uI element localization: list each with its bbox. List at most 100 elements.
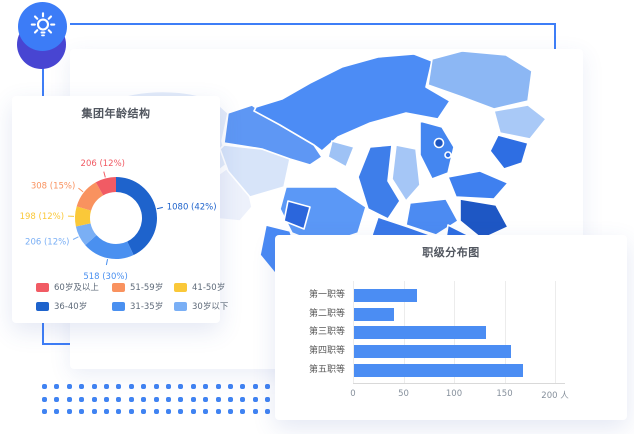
bar[interactable] [353,326,486,339]
decor-dot [252,409,258,415]
donut-label-leader [78,187,84,193]
age-chart-legend: 60岁及以上 51-59岁 41-50岁 36-40岁 31-35岁 30岁以下 [36,281,230,312]
decor-dot [215,409,221,415]
legend-label: 31-35岁 [130,302,164,312]
decor-dot [228,409,233,415]
bar[interactable] [353,364,524,377]
donut-label-leader [103,171,106,178]
connector-line-horizontal [70,23,556,25]
legend-label: 41-50岁 [192,283,226,293]
donut-slice[interactable] [75,223,97,246]
x-axis-tick: 100 [445,389,463,399]
gridline [555,281,556,383]
decor-dot [252,396,258,402]
decor-dot [79,384,85,389]
bar-category-label: 第五职等 [308,365,345,375]
donut-slice[interactable] [116,177,157,256]
decor-dot [153,384,159,389]
decor-dot [141,384,147,389]
decor-dot [166,396,171,402]
x-axis-line [353,383,565,384]
province-shanxi[interactable] [391,144,421,202]
decor-dot [42,384,47,389]
province-ningxia[interactable] [327,140,355,168]
x-axis-tick: 150 [496,389,513,399]
lightbulb-icon [30,11,55,36]
decor-dot [228,396,233,402]
decor-dot [79,396,85,402]
decor-dot [178,396,184,402]
connector-line-vertical-left [42,48,44,98]
province-tianjin[interactable] [444,151,452,159]
legend-swatch [174,301,187,311]
province-jilin[interactable] [493,104,547,140]
x-axis-tick: 0 [350,389,356,399]
province-liaoning[interactable] [489,134,529,170]
donut-slice[interactable] [95,177,116,196]
decor-dot [252,384,258,389]
decor-dot [128,384,134,389]
decor-dot [54,384,60,389]
legend-item[interactable]: 51-59岁 [112,281,174,293]
decor-dot [190,409,196,415]
decor-dot [79,409,85,415]
legend-label: 30岁以下 [192,302,229,312]
decor-dot [153,396,159,402]
gridline [504,281,506,383]
decor-dot [203,409,209,415]
donut-label-leader [72,236,79,240]
age-card-title: 集团年龄结构 [81,107,151,120]
connector-line-vertical-right [554,23,556,51]
decor-dot [141,409,147,415]
bar[interactable] [353,345,512,358]
province-shandong[interactable] [447,170,509,200]
decor-dot [91,409,97,415]
decor-dot [240,384,246,389]
decor-dot [203,396,209,402]
decor-dot [178,384,184,389]
rank-card-title: 职级分布图 [422,246,480,259]
donut-slice-label: 206 (12%) [25,237,69,247]
age-donut-chart: 1080 (42%) 518 (30%) 206 (12%) 198 (12%) 308… [20,159,217,282]
legend-swatch [36,301,49,311]
legend-item[interactable]: 36-40岁 [36,300,112,312]
legend-item[interactable]: 41-50岁 [174,281,230,293]
province-shaanxi[interactable] [357,144,401,220]
rank-distribution-card: 职级分布图 0 50 100 150 200 人 第一职等 第二职等 第三职等 第四职等 第五职等 [275,235,627,420]
province-jiangsu[interactable] [459,198,509,240]
legend-item[interactable]: 30岁以下 [174,300,230,312]
bar[interactable] [353,289,418,302]
donut-label-leader [156,206,163,210]
decor-dot [190,384,196,389]
decor-dot [166,409,171,415]
legend-swatch [36,282,49,292]
donut-slice[interactable] [75,206,92,227]
donut-slice-label: 1080 (42%) [167,203,217,213]
legend-item[interactable]: 60岁及以上 [36,281,112,293]
donut-slice-label: 198 (12%) [20,212,64,222]
legend-label: 60岁及以上 [54,283,99,293]
legend-swatch [174,282,187,292]
province-hebei[interactable] [419,120,455,180]
decor-dot [203,384,209,389]
province-sichuan-west[interactable] [283,200,311,230]
donut-slice[interactable] [76,182,104,211]
bar[interactable] [353,308,394,321]
province-inner-mongolia[interactable] [253,53,451,152]
legend-item[interactable]: 31-35岁 [112,300,174,312]
province-heilongjiang[interactable] [427,50,533,110]
decor-dot [91,384,97,389]
province-beijing[interactable] [433,137,445,149]
decor-dot [91,396,97,402]
legend-label: 51-59岁 [130,283,164,293]
decor-dot [265,409,271,415]
donut-slice[interactable] [85,235,134,259]
decor-dot [116,409,122,415]
decor-dot [54,409,60,415]
decor-dot [166,384,171,389]
decor-dot [153,409,159,415]
decor-dot [215,384,221,389]
decor-dot [265,396,271,402]
decor-dot [228,384,233,389]
decor-dot [240,396,246,402]
